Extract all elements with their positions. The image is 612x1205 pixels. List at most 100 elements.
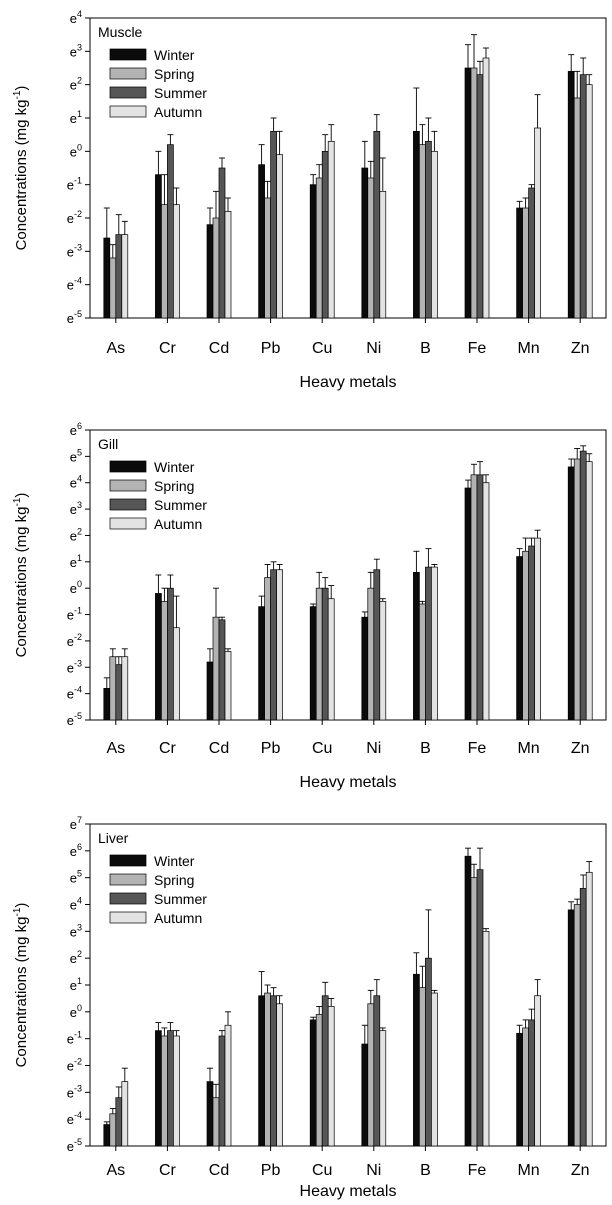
bar-autumn bbox=[173, 1035, 180, 1147]
legend-label-autumn: Autumn bbox=[154, 104, 202, 120]
legend-label-winter: Winter bbox=[154, 853, 195, 869]
bar-winter bbox=[258, 164, 265, 319]
bar-spring bbox=[470, 474, 478, 721]
bar-winter bbox=[567, 909, 575, 1147]
y-tick-label: e1 bbox=[70, 553, 82, 570]
y-tick-label: e-1 bbox=[67, 176, 82, 193]
x-tick-label: Cr bbox=[159, 1162, 177, 1179]
bar-spring bbox=[161, 204, 168, 319]
bar-autumn bbox=[327, 1006, 335, 1147]
bar-autumn bbox=[224, 651, 232, 721]
x-tick-label: Cd bbox=[209, 340, 229, 357]
x-tick-label: B bbox=[420, 1162, 431, 1179]
bar-summer bbox=[115, 664, 123, 721]
bar-summer bbox=[528, 187, 535, 319]
bar-spring bbox=[264, 197, 271, 319]
legend-label-winter: Winter bbox=[154, 47, 195, 63]
bar-winter bbox=[516, 1032, 523, 1147]
bar-autumn bbox=[431, 150, 438, 319]
y-tick-label: e0 bbox=[70, 1003, 82, 1020]
y-tick-label: e3 bbox=[70, 42, 82, 59]
y-tick-label: e4 bbox=[70, 896, 82, 913]
y-tick-label: e6 bbox=[70, 421, 82, 438]
legend-swatch-summer bbox=[109, 498, 147, 511]
bar-spring bbox=[109, 656, 117, 721]
bar-autumn bbox=[173, 204, 180, 319]
bar-autumn bbox=[534, 127, 541, 319]
bar-autumn bbox=[276, 1003, 283, 1147]
plot-frame bbox=[89, 17, 607, 319]
y-tick-label: e3 bbox=[70, 922, 82, 939]
x-tick-label: B bbox=[420, 740, 431, 757]
bar-autumn bbox=[482, 482, 490, 721]
bar-autumn bbox=[379, 190, 387, 319]
bar-summer bbox=[270, 569, 277, 721]
legend-label-spring: Spring bbox=[154, 872, 194, 888]
y-axis-label: Concentrations (mg kg-1) bbox=[12, 86, 30, 251]
y-tick-label: e-5 bbox=[67, 309, 82, 326]
legend-label-summer: Summer bbox=[154, 85, 207, 101]
bar-summer bbox=[218, 1035, 226, 1147]
x-axis-label: Heavy metals bbox=[300, 1183, 397, 1200]
bar-winter bbox=[361, 167, 369, 319]
bar-summer bbox=[425, 957, 432, 1147]
bar-spring bbox=[470, 67, 478, 319]
bar-winter bbox=[464, 67, 472, 319]
bar-summer bbox=[218, 619, 226, 721]
bar-summer bbox=[425, 566, 432, 721]
bar-spring bbox=[367, 587, 375, 721]
bar-autumn bbox=[534, 537, 541, 721]
y-tick-label: e-5 bbox=[67, 711, 82, 728]
bar-summer bbox=[476, 474, 484, 721]
legend-swatch-winter bbox=[109, 854, 147, 867]
x-tick-label: Cr bbox=[159, 340, 177, 357]
bar-summer bbox=[425, 140, 432, 319]
y-tick-label: e7 bbox=[70, 815, 82, 832]
y-tick-label: e-4 bbox=[67, 685, 82, 702]
y-tick-label: e-2 bbox=[67, 209, 82, 226]
x-tick-label: Zn bbox=[571, 1162, 590, 1179]
bar-winter bbox=[413, 130, 420, 319]
y-tick-label: e4 bbox=[70, 9, 82, 26]
bar-autumn bbox=[121, 234, 129, 319]
bar-spring bbox=[573, 904, 581, 1147]
bar-winter bbox=[103, 1124, 111, 1147]
bar-autumn bbox=[173, 627, 180, 721]
legend-swatch-autumn bbox=[109, 517, 147, 530]
y-tick-label: e-2 bbox=[67, 1057, 82, 1074]
bar-summer bbox=[167, 587, 174, 721]
bar-spring bbox=[419, 987, 426, 1147]
bar-winter bbox=[464, 487, 472, 721]
bar-winter bbox=[413, 572, 420, 721]
legend-label-summer: Summer bbox=[154, 497, 207, 513]
bar-spring bbox=[212, 616, 220, 721]
chart-liver: e-5 e-4 e-3 e-2 e-1 e0 e1 e2 e3 e4 e5 e6 e7 Concentra… bbox=[12, 815, 607, 1200]
bar-summer bbox=[218, 167, 226, 319]
bar-summer bbox=[115, 234, 123, 319]
y-tick-label: e-3 bbox=[67, 658, 82, 675]
bar-winter bbox=[206, 224, 214, 319]
y-tick-label: e2 bbox=[70, 526, 82, 543]
bar-autumn bbox=[482, 57, 490, 319]
bar-spring bbox=[419, 144, 426, 319]
bar-spring bbox=[367, 177, 375, 319]
bar-winter bbox=[103, 688, 111, 721]
plot-frame bbox=[89, 429, 607, 721]
chart-gill: e-5 e-4 e-3 e-2 e-1 e0 e1 e2 e3 e4 e5 e6 Concentrati… bbox=[12, 421, 607, 791]
bar-summer bbox=[167, 1030, 174, 1147]
x-tick-label: Cd bbox=[209, 740, 229, 757]
bar-autumn bbox=[121, 1081, 129, 1147]
bar-spring bbox=[522, 1027, 529, 1147]
panel-label: Muscle bbox=[98, 24, 143, 40]
bar-summer bbox=[528, 1019, 535, 1147]
x-tick-label: Pb bbox=[261, 740, 281, 757]
chart-panel-gill: e-5 e-4 e-3 e-2 e-1 e0 e1 e2 e3 e4 e5 e6 Concentrati… bbox=[0, 400, 612, 800]
bar-winter bbox=[155, 174, 162, 319]
x-tick-label: Zn bbox=[571, 740, 590, 757]
bar-spring bbox=[573, 97, 581, 319]
y-tick-label: e0 bbox=[70, 579, 82, 596]
bar-autumn bbox=[121, 656, 129, 721]
bar-autumn bbox=[585, 84, 593, 319]
bar-summer bbox=[270, 130, 277, 319]
x-tick-label: Pb bbox=[261, 340, 281, 357]
